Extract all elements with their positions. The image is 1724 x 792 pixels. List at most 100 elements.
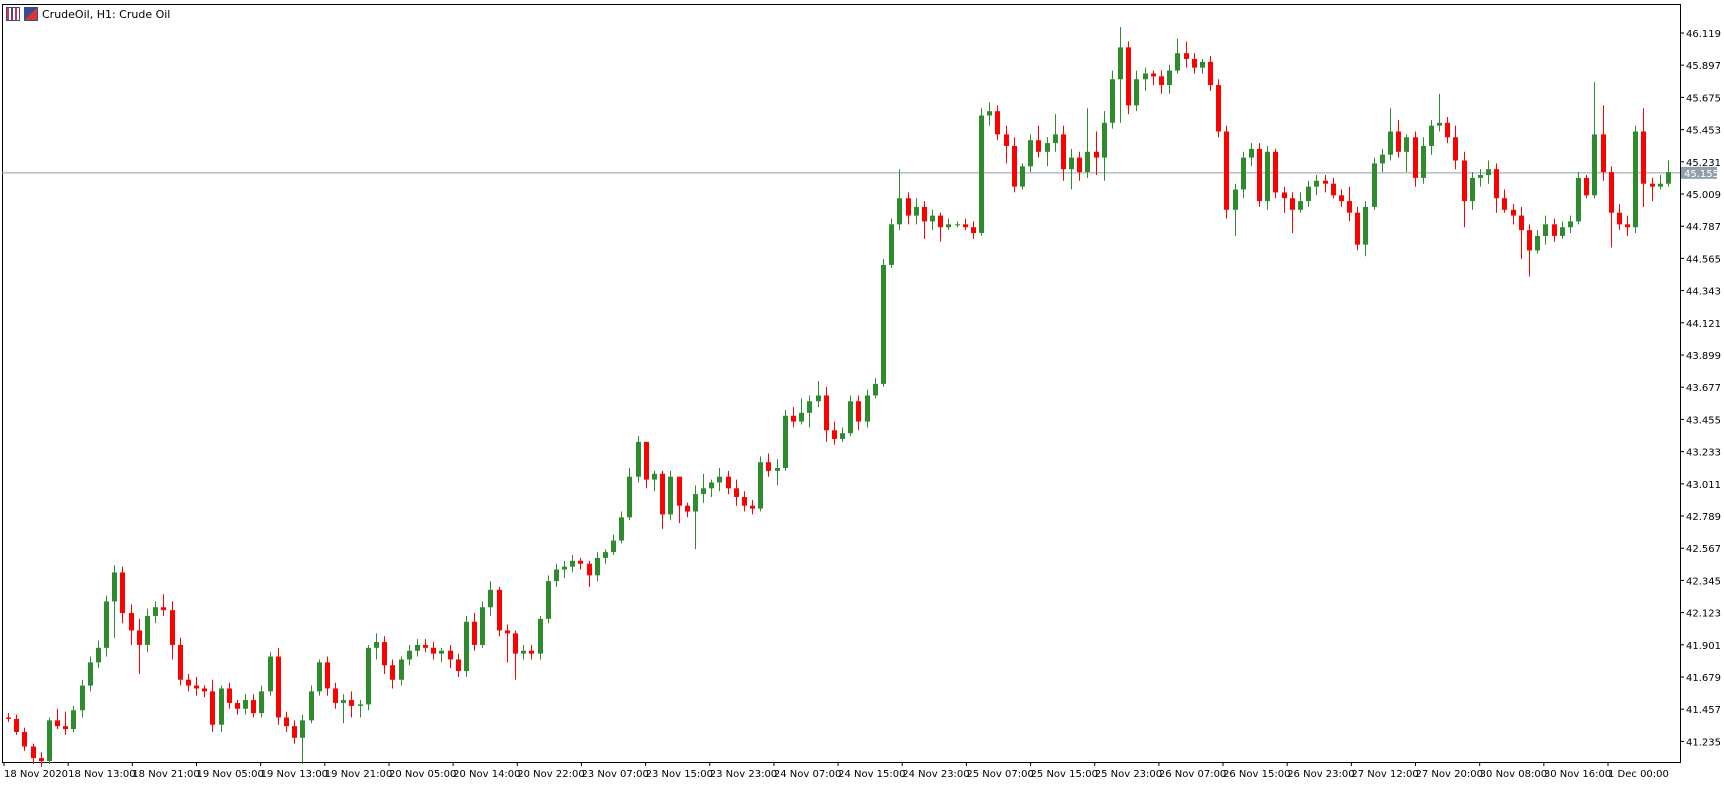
candle[interactable] bbox=[979, 108, 984, 236]
candle[interactable] bbox=[538, 615, 543, 660]
candle[interactable] bbox=[627, 467, 632, 521]
candle[interactable] bbox=[1511, 204, 1516, 225]
candle[interactable] bbox=[963, 218, 968, 231]
candle[interactable] bbox=[668, 470, 673, 521]
candle[interactable] bbox=[382, 636, 387, 674]
candle[interactable] bbox=[243, 694, 248, 715]
candle[interactable] bbox=[1355, 206, 1360, 251]
candle[interactable] bbox=[1192, 53, 1197, 74]
candle[interactable] bbox=[390, 659, 395, 689]
candle[interactable] bbox=[1437, 93, 1442, 132]
candle[interactable] bbox=[137, 618, 142, 674]
candle[interactable] bbox=[1601, 105, 1606, 181]
candle[interactable] bbox=[930, 209, 935, 231]
candle[interactable] bbox=[1421, 137, 1426, 184]
candle[interactable] bbox=[210, 679, 215, 732]
candle[interactable] bbox=[1347, 186, 1352, 222]
candle[interactable] bbox=[1568, 215, 1573, 234]
candle[interactable] bbox=[1077, 151, 1082, 181]
candle[interactable] bbox=[1380, 148, 1385, 173]
candle[interactable] bbox=[488, 581, 493, 616]
candle[interactable] bbox=[120, 566, 125, 624]
candle[interactable] bbox=[1184, 41, 1189, 68]
candle[interactable] bbox=[1028, 134, 1033, 173]
candle[interactable] bbox=[897, 169, 902, 231]
candle[interactable] bbox=[1020, 163, 1025, 190]
candle[interactable] bbox=[1249, 143, 1254, 167]
candle[interactable] bbox=[652, 470, 657, 492]
candle[interactable] bbox=[906, 192, 911, 225]
candle[interactable] bbox=[480, 601, 485, 648]
candle[interactable] bbox=[178, 637, 183, 686]
candle[interactable] bbox=[791, 407, 796, 428]
candle[interactable] bbox=[881, 259, 886, 387]
candle[interactable] bbox=[856, 395, 861, 431]
candle[interactable] bbox=[1126, 41, 1131, 115]
candle[interactable] bbox=[1404, 134, 1409, 173]
candle[interactable] bbox=[644, 441, 649, 489]
candle[interactable] bbox=[497, 586, 502, 637]
candle[interactable] bbox=[946, 218, 951, 231]
candle[interactable] bbox=[611, 534, 616, 556]
candle[interactable] bbox=[750, 499, 755, 515]
candle[interactable] bbox=[546, 575, 551, 624]
candle[interactable] bbox=[292, 720, 297, 744]
candle[interactable] bbox=[22, 727, 27, 751]
candle[interactable] bbox=[1151, 70, 1156, 86]
candle[interactable] bbox=[1233, 183, 1238, 236]
candle[interactable] bbox=[1609, 166, 1614, 248]
candle[interactable] bbox=[1478, 169, 1483, 187]
candle[interactable] bbox=[1159, 70, 1164, 94]
candle[interactable] bbox=[1012, 137, 1017, 193]
candle[interactable] bbox=[284, 711, 289, 732]
candle[interactable] bbox=[439, 647, 444, 663]
candle[interactable] bbox=[595, 552, 600, 582]
candle[interactable] bbox=[1470, 172, 1475, 210]
candle[interactable] bbox=[889, 218, 894, 268]
candle[interactable] bbox=[1085, 108, 1090, 178]
candle[interactable] bbox=[832, 421, 837, 445]
candle[interactable] bbox=[865, 389, 870, 428]
candle[interactable] bbox=[1413, 131, 1418, 187]
candle[interactable] bbox=[1396, 119, 1401, 158]
candle[interactable] bbox=[325, 656, 330, 696]
candle[interactable] bbox=[202, 685, 207, 698]
candle[interactable] bbox=[562, 560, 567, 579]
candle[interactable] bbox=[1462, 151, 1467, 228]
candle[interactable] bbox=[578, 557, 583, 570]
chart-bars-icon[interactable] bbox=[6, 7, 20, 21]
candle[interactable] bbox=[1265, 145, 1270, 210]
candle[interactable] bbox=[276, 647, 281, 725]
candle[interactable] bbox=[677, 476, 682, 524]
candle[interactable] bbox=[161, 594, 166, 616]
candle[interactable] bbox=[660, 470, 665, 529]
candle[interactable] bbox=[1552, 218, 1557, 242]
candle[interactable] bbox=[399, 656, 404, 686]
candle[interactable] bbox=[799, 398, 804, 425]
candle[interactable] bbox=[407, 644, 412, 666]
candle[interactable] bbox=[1576, 172, 1581, 225]
candle[interactable] bbox=[31, 743, 36, 764]
candle[interactable] bbox=[317, 659, 322, 696]
candle[interactable] bbox=[1625, 215, 1630, 236]
candle[interactable] bbox=[63, 711, 68, 735]
candle[interactable] bbox=[1036, 125, 1041, 158]
candle[interactable] bbox=[742, 491, 747, 512]
candle[interactable] bbox=[1519, 206, 1524, 260]
candle[interactable] bbox=[758, 456, 763, 512]
candle[interactable] bbox=[1273, 148, 1278, 199]
candle[interactable] bbox=[1200, 58, 1205, 74]
candle[interactable] bbox=[1045, 137, 1050, 167]
candle[interactable] bbox=[39, 752, 44, 767]
candle[interactable] bbox=[349, 691, 354, 718]
candle[interactable] bbox=[1388, 108, 1393, 161]
candle[interactable] bbox=[129, 604, 134, 645]
candle[interactable] bbox=[112, 565, 117, 638]
candle[interactable] bbox=[995, 105, 1000, 141]
candle[interactable] bbox=[1543, 215, 1548, 245]
candle[interactable] bbox=[259, 685, 264, 718]
candle[interactable] bbox=[505, 624, 510, 663]
candle[interactable] bbox=[145, 608, 150, 653]
